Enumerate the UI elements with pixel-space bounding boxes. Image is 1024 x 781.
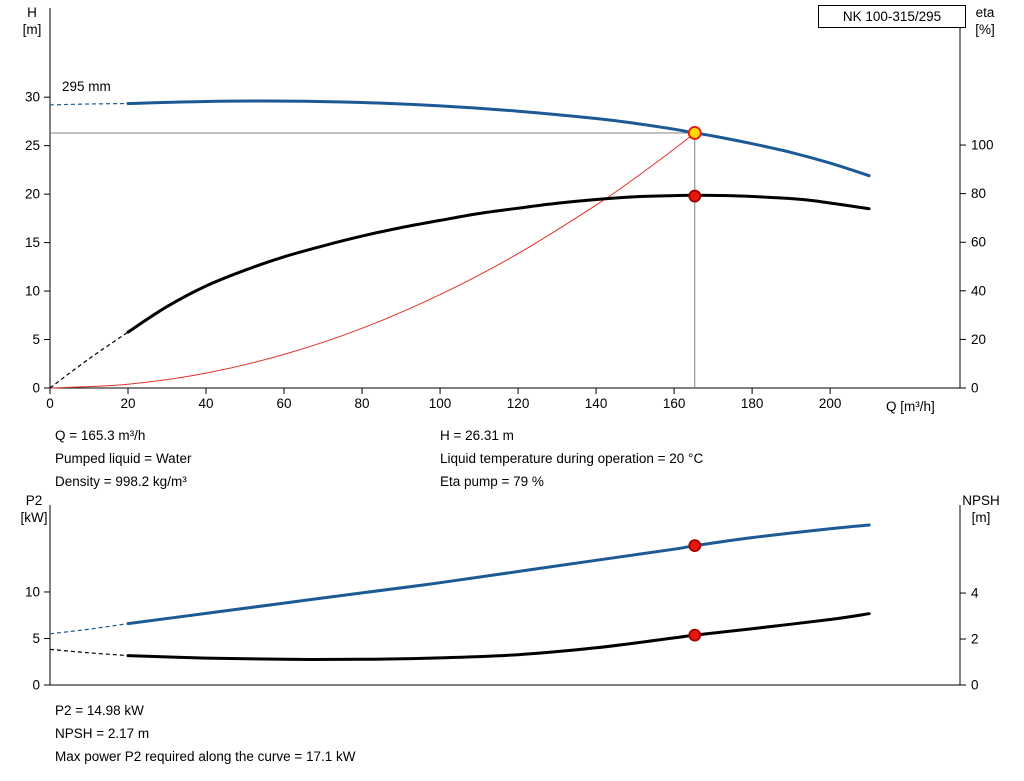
y-left-tick-label: 30 [25,90,40,105]
npsh-curve-dashed [49,648,129,657]
p2-curve-dashed [49,623,129,635]
eta-axis-label: eta [%] [962,4,1008,38]
npsh-axis-label-unit: [m] [971,510,991,525]
y-right-tick-label: 2 [971,632,979,647]
y-left-tick-label: 15 [25,235,40,250]
efficiency-curve-dashed [49,331,129,389]
info-eta-pump: Eta pump = 79 % [440,474,544,489]
y-right-tick-label: 60 [971,235,986,250]
impeller-diameter-label: 295 mm [62,79,111,94]
head-curve-295mm [126,99,871,178]
duty-info-left: Q = 165.3 m³/h Pumped liquid = Water Den… [55,424,191,493]
x-tick-label: 160 [663,396,686,411]
info-npsh: NPSH = 2.17 m [55,726,150,741]
x-tick-label: 200 [819,396,842,411]
x-tick-label: 20 [120,396,135,411]
y-right-tick-label: 0 [971,381,979,396]
system-curve [49,132,696,389]
duty-point-head [687,126,702,140]
info-p2: P2 = 14.98 kW [55,703,144,718]
info-max-power: Max power P2 required along the curve = … [55,749,356,764]
x-tick-label: 80 [355,396,370,411]
y-left-tick-label: 25 [25,138,40,153]
info-liquid-temperature: Liquid temperature during operation = 20… [440,451,704,466]
duty-point-npsh [688,628,702,642]
axis-frame [49,8,961,389]
y-left-tick-label: 0 [32,678,40,693]
power-axis-label-symbol: P2 [25,493,43,508]
info-density: Density = 998.2 kg/m³ [55,474,187,489]
y-left-tick-label: 20 [25,187,40,202]
y-right-tick-label: 100 [971,138,994,153]
head-axis-label-unit: [m] [22,22,42,37]
y-left-tick-label: 10 [25,284,40,299]
x-tick-label: 60 [277,396,292,411]
y-right-tick-label: 20 [971,332,986,347]
duty-info-right: H = 26.31 m Liquid temperature during op… [440,424,703,493]
power-npsh-chart: 0 5 10 0 2 4 [25,505,979,693]
y-left-tick-label: 10 [25,584,40,599]
info-pumped-liquid: Pumped liquid = Water [55,451,192,466]
head-curve-295mm-dashed [49,102,129,106]
duty-point-eta [688,189,702,203]
head-efficiency-chart: 0 20 40 60 80 100 120 140 160 180 200 0 5 10 15 20 25 30 0… [25,8,994,411]
y-right-tick-label: 40 [971,283,986,298]
efficiency-curve [126,193,871,334]
power-axis-label: P2 [kW] [12,492,56,526]
pump-model-title-box: NK 100-315/295 [818,5,966,28]
y-left-tick-label: 5 [32,332,40,347]
info-head: H = 26.31 m [440,428,514,443]
y-right-tick-label: 4 [971,586,979,601]
info-flow: Q = 165.3 m³/h [55,428,146,443]
x-tick-label: 180 [741,396,764,411]
duty-point-p2 [688,539,702,553]
x-tick-label: 120 [507,396,530,411]
npsh-axis-label-symbol: NPSH [962,493,1000,508]
head-axis-label-symbol: H [27,5,37,20]
eta-axis-label-unit: [%] [975,22,995,37]
flow-axis-label: Q [m³/h] [886,399,935,414]
power-axis-label-unit: [kW] [20,510,48,525]
y-right-tick-label: 80 [971,186,986,201]
x-tick-label: 40 [199,396,214,411]
x-tick-label: 140 [585,396,608,411]
y-left-tick-label: 5 [32,631,40,646]
axis-frame [49,505,961,686]
power-info: P2 = 14.98 kW NPSH = 2.17 m Max power P2… [55,699,356,768]
x-tick-label: 100 [429,396,452,411]
p2-curve [126,523,871,626]
npsh-axis-label: NPSH [m] [950,492,1012,526]
npsh-curve [126,612,871,661]
head-axis-label: H [m] [12,4,52,38]
eta-axis-label-symbol: eta [975,5,995,20]
x-tick-label: 0 [46,396,54,411]
y-left-tick-label: 0 [32,381,40,396]
y-right-tick-label: 0 [971,678,979,693]
